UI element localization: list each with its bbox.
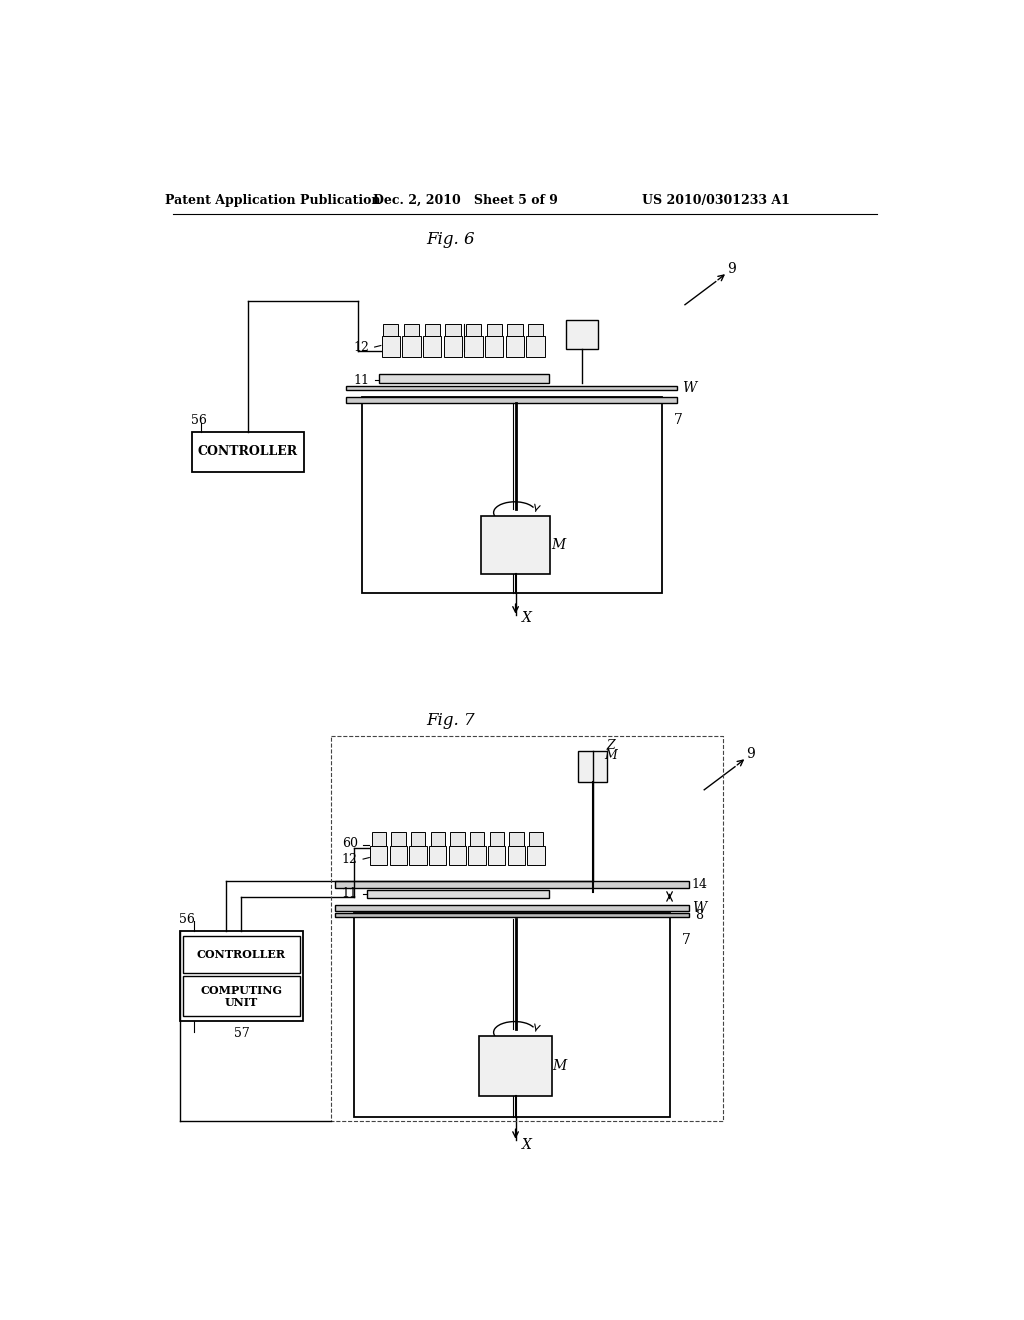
- Bar: [478, 1036, 552, 1096]
- Bar: [425, 323, 440, 335]
- Text: X: X: [521, 1138, 531, 1152]
- Bar: [451, 832, 465, 846]
- Bar: [429, 846, 446, 866]
- Bar: [346, 397, 677, 404]
- Text: COMPUTING: COMPUTING: [201, 985, 283, 995]
- Bar: [403, 323, 419, 335]
- Bar: [335, 906, 689, 911]
- Bar: [466, 323, 481, 335]
- Bar: [509, 832, 523, 846]
- Text: Fig. 7: Fig. 7: [426, 711, 474, 729]
- Text: 11: 11: [342, 887, 357, 900]
- Bar: [488, 846, 506, 866]
- Bar: [390, 846, 408, 866]
- Bar: [486, 323, 502, 335]
- Text: 12: 12: [353, 341, 370, 354]
- Bar: [331, 737, 724, 1121]
- Text: 56: 56: [190, 414, 207, 428]
- Bar: [485, 335, 504, 356]
- Bar: [449, 846, 466, 866]
- Text: M: M: [551, 539, 565, 552]
- Bar: [445, 323, 461, 335]
- Text: M: M: [604, 748, 617, 762]
- Bar: [335, 913, 689, 917]
- Text: 9: 9: [746, 747, 755, 760]
- Text: CONTROLLER: CONTROLLER: [197, 949, 286, 960]
- Text: W: W: [682, 381, 696, 395]
- Bar: [526, 335, 545, 356]
- Bar: [578, 751, 607, 781]
- Text: CONTROLLER: CONTROLLER: [198, 445, 298, 458]
- Bar: [180, 932, 303, 1020]
- Bar: [443, 335, 462, 356]
- Text: Patent Application Publication: Patent Application Publication: [165, 194, 381, 207]
- Bar: [183, 936, 300, 973]
- Bar: [402, 335, 421, 356]
- Bar: [193, 432, 304, 471]
- Bar: [507, 323, 522, 335]
- Bar: [372, 832, 386, 846]
- Bar: [565, 321, 598, 350]
- Text: US 2010/0301233 A1: US 2010/0301233 A1: [642, 194, 790, 207]
- Text: 14: 14: [691, 878, 708, 891]
- Bar: [431, 832, 444, 846]
- Text: 7: 7: [675, 413, 683, 428]
- Bar: [508, 846, 525, 866]
- Text: 7: 7: [682, 933, 691, 946]
- Bar: [470, 832, 484, 846]
- Bar: [391, 832, 406, 846]
- Text: 9: 9: [727, 261, 735, 276]
- Bar: [346, 387, 677, 391]
- Bar: [481, 516, 550, 574]
- Bar: [410, 846, 427, 866]
- Text: X: X: [521, 611, 531, 626]
- Bar: [354, 913, 670, 1117]
- Bar: [527, 846, 545, 866]
- Bar: [528, 323, 544, 335]
- Bar: [383, 323, 398, 335]
- Bar: [506, 335, 524, 356]
- Bar: [335, 880, 689, 888]
- Text: UNIT: UNIT: [225, 997, 258, 1008]
- Bar: [361, 397, 662, 594]
- Bar: [183, 977, 300, 1016]
- Text: 11: 11: [353, 374, 370, 387]
- Bar: [423, 335, 441, 356]
- Text: 56: 56: [179, 913, 195, 927]
- Bar: [379, 374, 549, 383]
- Bar: [529, 832, 544, 846]
- Text: 60: 60: [342, 837, 357, 850]
- Text: 8: 8: [695, 908, 703, 921]
- Bar: [382, 335, 400, 356]
- Text: Fig. 6: Fig. 6: [426, 231, 474, 248]
- Bar: [411, 832, 425, 846]
- Text: M: M: [552, 1059, 566, 1073]
- Bar: [370, 846, 387, 866]
- Text: 57: 57: [233, 1027, 249, 1040]
- Bar: [489, 832, 504, 846]
- Bar: [367, 890, 549, 898]
- Text: W: W: [692, 900, 707, 915]
- Text: 12: 12: [342, 853, 357, 866]
- Text: Z: Z: [607, 739, 615, 751]
- Text: Dec. 2, 2010   Sheet 5 of 9: Dec. 2, 2010 Sheet 5 of 9: [373, 194, 558, 207]
- Bar: [464, 335, 482, 356]
- Bar: [468, 846, 485, 866]
